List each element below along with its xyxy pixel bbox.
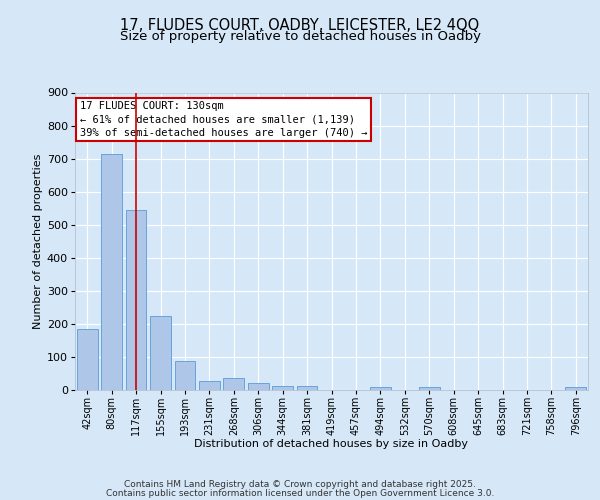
Bar: [77, 329, 98, 390]
Bar: [419, 388, 440, 390]
Bar: [248, 382, 269, 390]
Bar: [175, 361, 196, 390]
X-axis label: Distribution of detached houses by size in Oadby: Distribution of detached houses by size …: [194, 439, 469, 449]
Bar: [565, 388, 586, 390]
Bar: [296, 386, 317, 390]
Bar: [125, 210, 146, 390]
Text: Contains public sector information licensed under the Open Government Licence 3.: Contains public sector information licen…: [106, 488, 494, 498]
Bar: [272, 386, 293, 390]
Y-axis label: Number of detached properties: Number of detached properties: [33, 154, 43, 329]
Text: Size of property relative to detached houses in Oadby: Size of property relative to detached ho…: [119, 30, 481, 43]
Bar: [223, 378, 244, 390]
Bar: [101, 154, 122, 390]
Bar: [150, 316, 171, 390]
Text: 17, FLUDES COURT, OADBY, LEICESTER, LE2 4QQ: 17, FLUDES COURT, OADBY, LEICESTER, LE2 …: [121, 18, 479, 32]
Text: Contains HM Land Registry data © Crown copyright and database right 2025.: Contains HM Land Registry data © Crown c…: [124, 480, 476, 489]
Bar: [199, 380, 220, 390]
Bar: [370, 388, 391, 390]
Text: 17 FLUDES COURT: 130sqm
← 61% of detached houses are smaller (1,139)
39% of semi: 17 FLUDES COURT: 130sqm ← 61% of detache…: [80, 102, 368, 138]
